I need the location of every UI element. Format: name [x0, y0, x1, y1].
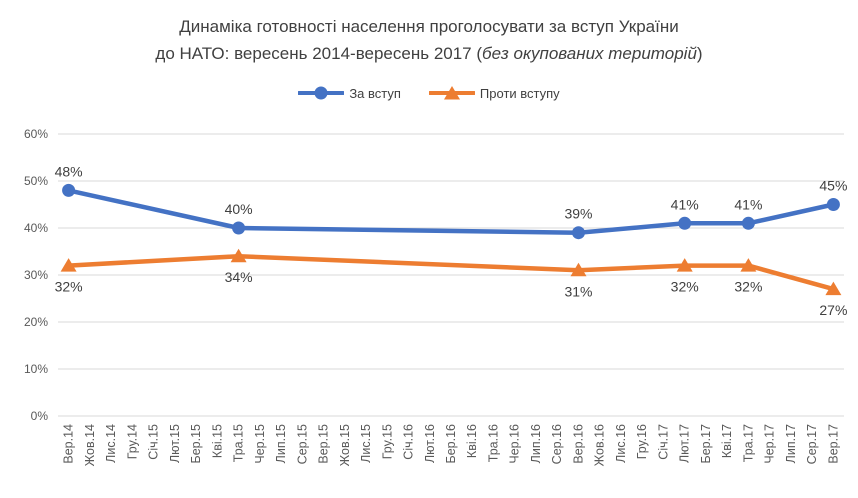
x-axis-tick-label: Гру.15	[380, 424, 394, 459]
y-axis-tick-label: 30%	[24, 268, 48, 282]
data-label: 40%	[225, 201, 253, 217]
data-point-circle-icon	[62, 183, 76, 197]
x-axis-tick-label: Гру.14	[125, 424, 139, 459]
data-point-triangle-icon	[676, 258, 693, 272]
x-axis-tick-label: Вер.15	[317, 424, 331, 464]
data-point-triangle-icon	[230, 248, 247, 263]
chart-title-line2: до НАТО: вересень 2014-вересень 2017 (бе…	[0, 40, 858, 67]
x-axis-tick-label: Тра.17	[741, 424, 755, 462]
x-axis-tick-label: Лип.16	[529, 424, 543, 463]
x-axis-tick-label: Гру.16	[635, 424, 649, 459]
x-axis-tick-label: Лют.17	[678, 424, 692, 463]
data-label: 31%	[564, 283, 592, 299]
x-axis-tick-label: Вер.16	[572, 424, 586, 464]
x-axis-tick-label: Січ.17	[656, 424, 670, 460]
x-axis-tick-label: Січ.15	[147, 424, 161, 460]
x-axis-tick-label: Лис.15	[359, 424, 373, 463]
x-axis-tick-label: Кві.16	[465, 424, 479, 458]
data-point-circle-icon	[678, 216, 692, 230]
x-axis-tick-label: Жов.15	[338, 424, 352, 466]
x-axis-tick-label: Кві.15	[210, 424, 224, 458]
data-label: 41%	[734, 196, 762, 212]
data-label: 32%	[671, 279, 699, 295]
y-axis-tick-label: 0%	[31, 409, 49, 423]
chart-title-line2-italic: без окупованих територій	[482, 44, 697, 63]
x-axis-tick-label: Бер.15	[189, 424, 203, 464]
y-axis-tick-label: 50%	[24, 174, 48, 188]
x-axis-tick-label: Тра.15	[232, 424, 246, 462]
y-axis-tick-label: 10%	[24, 362, 48, 376]
data-point-circle-icon	[826, 198, 840, 211]
chart-title-line2-suffix: )	[696, 44, 703, 63]
x-axis-tick-label: Кві.17	[720, 424, 734, 458]
chart-title: Динаміка готовності населення проголосув…	[0, 13, 858, 67]
y-axis-tick-label: 20%	[24, 315, 48, 329]
series-line-triangle	[66, 253, 836, 292]
legend-line-triangle-icon	[428, 86, 475, 100]
chart-title-line2-prefix: до НАТО: вересень 2014-вересень 2017 (	[155, 44, 483, 63]
x-axis-tick-label: Сер.16	[550, 424, 564, 464]
series-line-circle	[66, 188, 836, 235]
x-axis-tick-label: Тра.16	[487, 424, 501, 462]
data-point-triangle-icon	[825, 281, 842, 296]
legend-item-proty-vstupu: Проти вступу	[428, 85, 560, 101]
data-label: 34%	[225, 269, 253, 285]
data-label: 41%	[671, 196, 699, 212]
x-axis-tick-label: Лис.14	[104, 424, 118, 463]
x-axis-tick-label: Сер.15	[295, 424, 309, 464]
data-label: 45%	[819, 178, 847, 194]
data-label: 32%	[55, 279, 83, 295]
x-axis-tick-label: Жов.16	[593, 424, 607, 466]
x-axis-tick-label: Сер.17	[805, 424, 819, 464]
data-point-circle-icon	[741, 216, 755, 230]
data-point-triangle-icon	[60, 258, 77, 272]
data-point-circle-icon	[572, 226, 585, 240]
y-axis-tick-label: 60%	[24, 127, 48, 141]
data-label: 32%	[734, 279, 762, 295]
chart-plot-area: 0% 10% 20% 30% 40% 50% 60% Вер.14 Жов.14 Лис.14 Гр…	[24, 127, 847, 466]
x-axis-tick-label: Січ.16	[402, 424, 416, 460]
x-axis-tick-label: Бер.17	[699, 424, 713, 464]
x-axis-tick-label: Вер.17	[826, 424, 840, 464]
legend-label: Проти вступу	[479, 85, 560, 101]
data-point-circle-icon	[232, 221, 246, 235]
x-axis-tick-label: Лют.15	[168, 424, 182, 463]
x-axis-tick-label: Чер.17	[763, 424, 777, 464]
x-axis-tick-label: Чер.16	[508, 424, 522, 464]
x-axis-tick-label: Лип.15	[274, 424, 288, 463]
chart-title-line1: Динаміка готовності населення проголосув…	[179, 17, 679, 36]
legend-item-za-vstup: За вступ	[298, 85, 401, 101]
data-point-triangle-icon	[740, 258, 757, 272]
x-axis-tick-label: Жов.14	[83, 424, 97, 466]
x-axis-tick-label: Вер.14	[62, 424, 76, 464]
legend-line-circle-icon	[298, 86, 345, 100]
data-label: 27%	[819, 302, 847, 318]
chart-legend: За вступ Проти вступу	[0, 85, 858, 101]
x-axis-tick-label: Бер.16	[444, 424, 458, 464]
data-point-triangle-icon	[570, 262, 587, 277]
x-axis-tick-label: Лип.17	[784, 424, 798, 463]
x-axis-tick-label: Лис.16	[614, 424, 628, 463]
x-axis-tick-label: Чер.15	[253, 424, 267, 464]
data-label: 39%	[564, 206, 592, 222]
y-axis-tick-label: 40%	[24, 221, 48, 235]
legend-label: За вступ	[349, 85, 401, 101]
data-label: 48%	[55, 163, 83, 179]
x-axis-tick-label: Лют.16	[423, 424, 437, 463]
